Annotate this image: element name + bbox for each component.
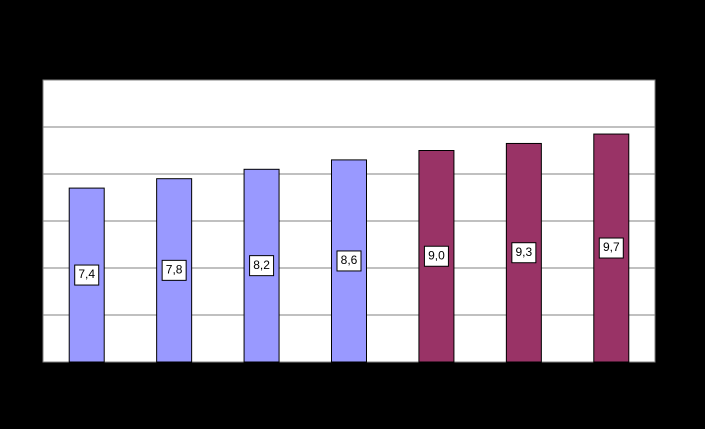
value-label-box xyxy=(336,250,362,272)
value-label: 9,0 xyxy=(428,248,445,262)
value-label-box xyxy=(161,259,187,281)
value-label: 7,8 xyxy=(166,263,183,277)
y-tick-label: 10 xyxy=(22,119,36,133)
value-label-box xyxy=(74,264,100,286)
y-tick-label: 12 xyxy=(22,72,36,86)
value-label-box xyxy=(511,242,537,264)
y-tick-label: 4 xyxy=(28,260,35,274)
y-tick-label: 6 xyxy=(28,213,35,227)
y-tick-label: 8 xyxy=(28,166,35,180)
value-label: 9,3 xyxy=(516,245,533,259)
value-label-box xyxy=(423,245,449,267)
value-label: 7,4 xyxy=(78,267,95,281)
value-label-box xyxy=(598,237,624,259)
y-tick-label: 0 xyxy=(28,354,35,368)
y-tick-label: 2 xyxy=(28,307,35,321)
value-label: 8,6 xyxy=(341,253,358,267)
value-label: 9,7 xyxy=(603,240,620,254)
value-label-box xyxy=(249,255,275,277)
value-label: 8,2 xyxy=(253,258,270,272)
